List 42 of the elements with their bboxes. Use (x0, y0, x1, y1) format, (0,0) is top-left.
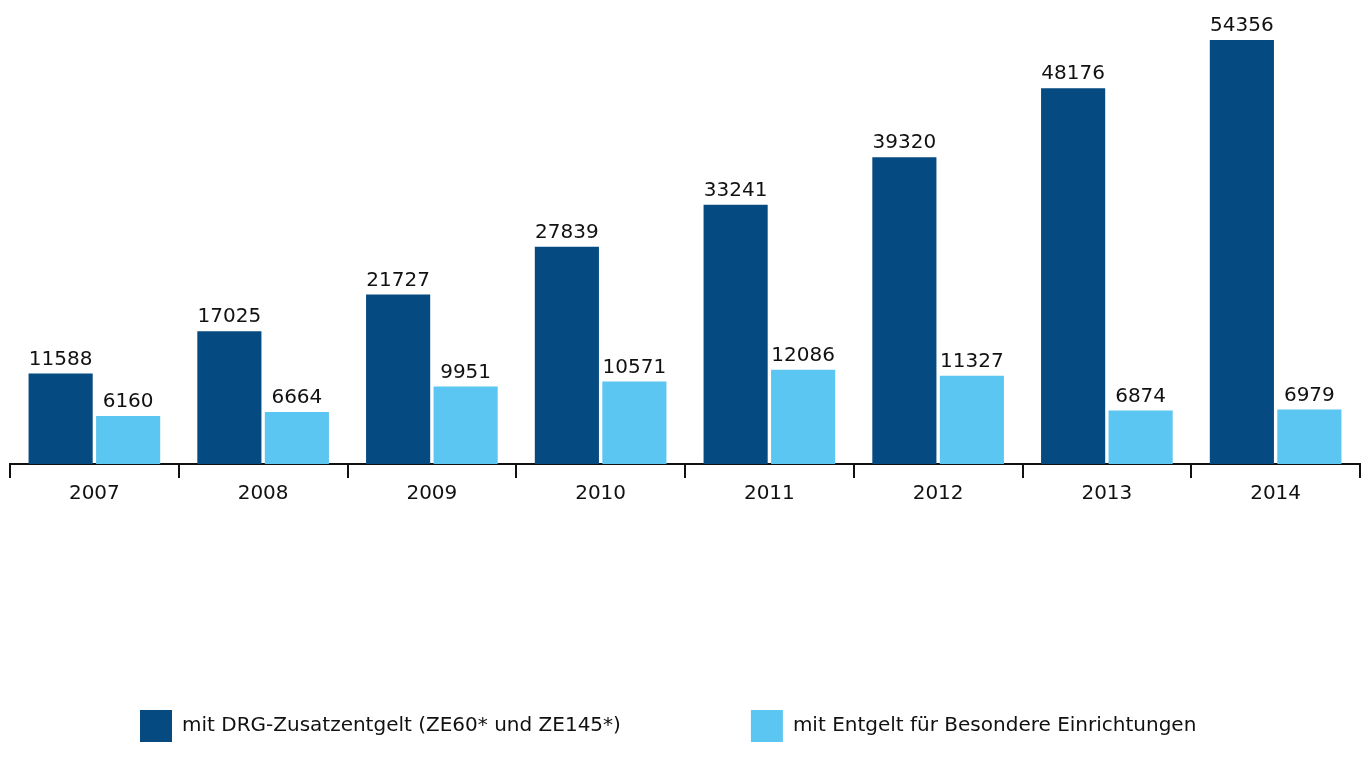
data-label: 21727 (366, 266, 430, 291)
data-label: 17025 (197, 303, 262, 328)
x-tick-label: 2014 (1250, 480, 1302, 505)
data-label: 12086 (771, 341, 835, 366)
data-label: 11588 (28, 345, 93, 370)
bar (872, 157, 937, 464)
bar (197, 331, 262, 464)
bar (534, 246, 599, 464)
x-tick-label: 2009 (406, 480, 458, 505)
x-tick-label: 2012 (912, 480, 964, 505)
bar (96, 415, 161, 464)
bar (1108, 410, 1173, 464)
data-label: 10571 (602, 353, 667, 378)
bar (1041, 88, 1106, 464)
data-label: 48176 (1041, 60, 1105, 85)
data-label: 11327 (940, 347, 1004, 372)
bar (366, 294, 431, 464)
bar (28, 373, 93, 464)
data-label: 39320 (872, 129, 937, 154)
x-tick-label: 2007 (68, 480, 120, 505)
data-label: 9951 (440, 358, 492, 383)
data-label: 6874 (1115, 382, 1167, 407)
legend-label: mit DRG-Zusatzentgelt (ZE60* und ZE145*) (182, 712, 621, 737)
x-tick-label: 2010 (575, 480, 627, 505)
data-label: 6979 (1283, 381, 1335, 406)
bar (1209, 40, 1274, 464)
bar (433, 386, 498, 464)
data-label: 6664 (271, 384, 323, 409)
x-tick-label: 2011 (743, 480, 795, 505)
bar (703, 204, 768, 464)
data-label: 6160 (102, 388, 154, 413)
data-label: 54356 (1210, 12, 1274, 37)
bar (264, 412, 329, 464)
bar (771, 369, 836, 464)
bar (1277, 409, 1342, 464)
x-tick-label: 2013 (1081, 480, 1133, 505)
data-label: 33241 (703, 176, 768, 201)
bar (939, 375, 1004, 464)
x-tick-label: 2008 (237, 480, 289, 505)
data-label: 27839 (535, 219, 599, 244)
legend-label: mit Entgelt für Besondere Einrichtungen (792, 712, 1197, 737)
bar (602, 381, 667, 464)
